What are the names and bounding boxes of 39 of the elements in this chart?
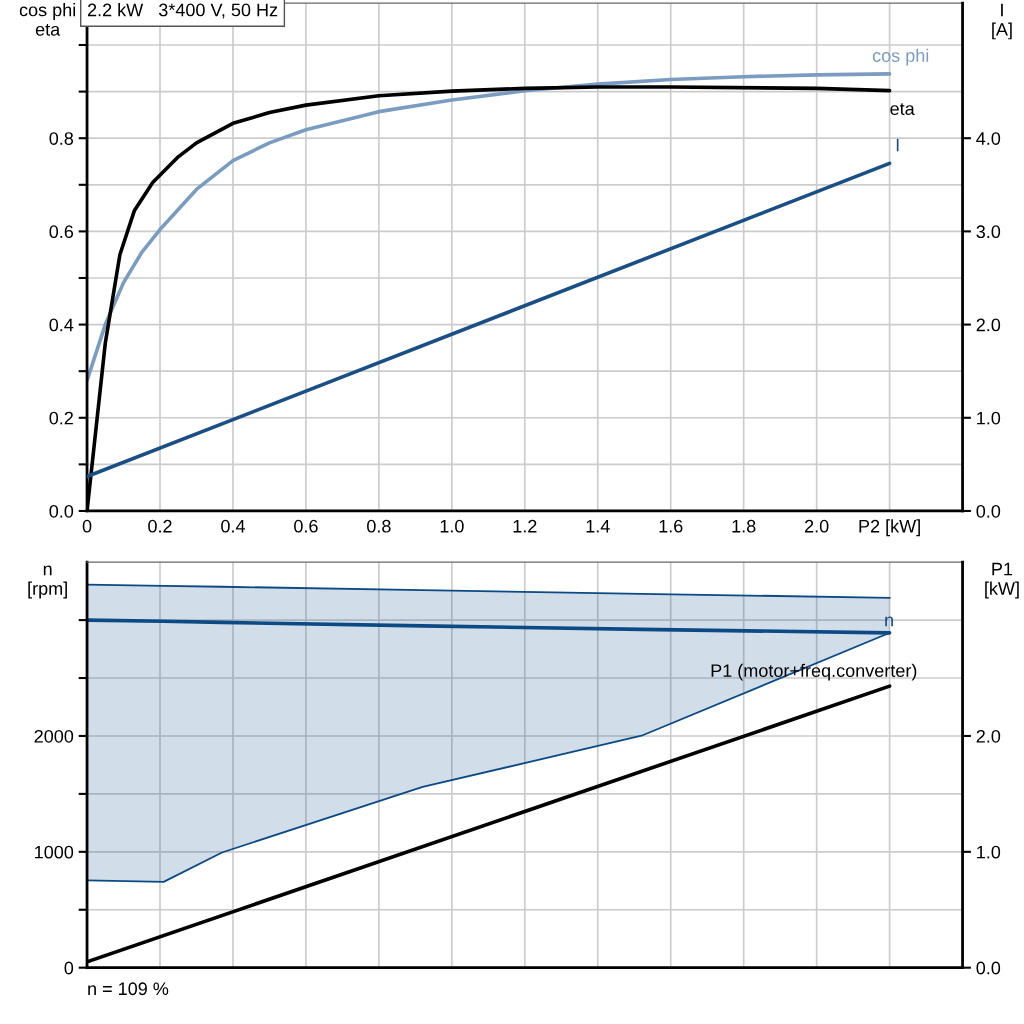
x-tick-label: 0.4	[221, 519, 245, 533]
y-tick-label: 0.0	[49, 504, 74, 518]
series-label: eta	[890, 103, 915, 116]
series-label: cos phi	[872, 48, 929, 66]
text: n = 109 %	[88, 982, 169, 996]
y-tick-label: 0.4	[49, 318, 74, 332]
y2-axis-title: P1 [kW]	[985, 562, 1019, 599]
y-tick-label: 0.8	[49, 132, 74, 145]
x-tick-label: 1.0	[440, 519, 464, 533]
line-series	[87, 72, 892, 383]
x-tick-label: 1.2	[513, 519, 537, 533]
x-tick-label: 1.8	[732, 519, 756, 533]
y-tick-label: 0	[64, 961, 74, 975]
x-tick-label: 2.0	[805, 519, 829, 533]
chart-title: 2.2 kW 3*400 V, 50 Hz	[87, 3, 278, 19]
x-tick-label: 0.8	[367, 519, 391, 533]
y-axis-title: n [rpm]	[28, 565, 67, 599]
y2-tick-label: 1.0	[977, 411, 1001, 425]
y2-tick-label: 2.0	[976, 729, 1001, 743]
y-tick-label: 0.2	[49, 411, 73, 425]
y2-tick-label: 0.0	[976, 504, 1001, 518]
y-tick-label: 0.6	[49, 225, 74, 239]
x-tick-label: 1.6	[659, 519, 683, 533]
x-tick-label: 0	[82, 519, 92, 533]
y2-tick-label: 1.0	[977, 845, 1001, 859]
x-tick-label: P2 [kW]	[859, 519, 920, 537]
x-tick-label: 1.4	[586, 519, 610, 533]
y-tick-label: 1000	[35, 845, 74, 859]
x-tick-label: 0.2	[148, 519, 172, 533]
y2-axis-title: I [A]	[992, 3, 1012, 40]
series-label: n	[885, 616, 893, 627]
y2-tick-label: 0.0	[976, 961, 1001, 975]
x-tick-label: 0.6	[294, 519, 318, 533]
y2-tick-label: 3.0	[976, 225, 1001, 239]
y2-tick-label: 2.0	[976, 318, 1001, 332]
y-axis-title: cos phi eta	[19, 3, 76, 36]
y-tick-label: 2000	[34, 729, 74, 743]
series-label: I	[896, 138, 899, 152]
y2-tick-label: 4.0	[976, 132, 1001, 145]
